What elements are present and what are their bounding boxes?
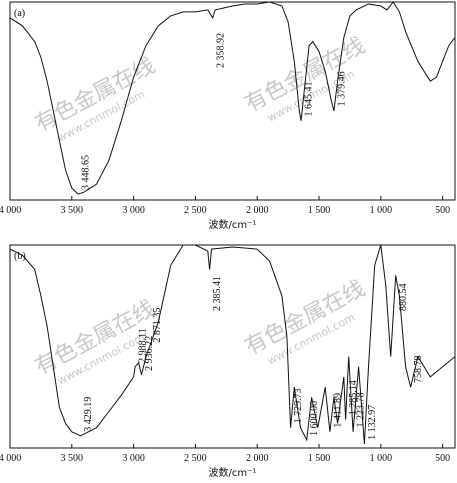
peak-label: 2 936.22 (144, 336, 155, 371)
x-tick-label: 2 000 (246, 205, 269, 216)
peak-label: 1 379.46 (336, 71, 347, 106)
x-tick-label: 2 500 (184, 205, 207, 216)
x-tick-label: 3 500 (61, 453, 84, 464)
peak-label: 2 871.35 (152, 308, 163, 343)
peak-label: 2 385.41 (212, 276, 223, 311)
plot-frame (9, 244, 456, 449)
x-tick-label: 3 000 (122, 453, 145, 464)
plot-frame (9, 1, 456, 201)
spectrum-line (9, 244, 456, 444)
x-tick-label: 1 500 (308, 453, 331, 464)
x-axis-label: 波数/cm⁻¹ (209, 218, 257, 231)
x-tick-label: 2 500 (184, 453, 207, 464)
peak-label: 1 600.00 (309, 401, 320, 436)
peak-label: 2 358.92 (215, 33, 226, 68)
panel-label: (b) (14, 251, 26, 262)
peak-label: 1 132.97 (367, 405, 378, 440)
peak-label: 1 645.41 (303, 82, 314, 117)
x-tick-label: 3 000 (122, 205, 145, 216)
x-tick-label: 2 000 (246, 453, 269, 464)
x-tick-label: 1 000 (370, 205, 393, 216)
x-axis-label: 波数/cm⁻¹ (209, 466, 257, 479)
peak-label: 1 411.89 (332, 393, 343, 428)
x-tick-label: 3 500 (61, 205, 84, 216)
peak-label: 1 223.78 (356, 392, 367, 427)
x-tick-label: 500 (435, 205, 450, 216)
peak-label: 1 729.73 (293, 388, 304, 423)
spectrum-line (9, 1, 456, 195)
x-tick-label: 4 000 (0, 453, 21, 464)
x-tick-label: 1 500 (308, 205, 331, 216)
x-tick-label: 1 000 (370, 453, 393, 464)
x-tick-label: 500 (435, 453, 450, 464)
peak-label: 3 429.19 (83, 397, 94, 432)
peak-label: 2 988.11 (137, 328, 148, 363)
peak-label: 3 448.65 (81, 155, 92, 190)
x-tick-label: 4 000 (0, 205, 21, 216)
peak-label: 1 285.14 (348, 380, 359, 415)
panel-label: (a) (14, 8, 25, 19)
peak-label: 758.78 (413, 355, 424, 383)
peak-label: 880.54 (398, 284, 409, 312)
